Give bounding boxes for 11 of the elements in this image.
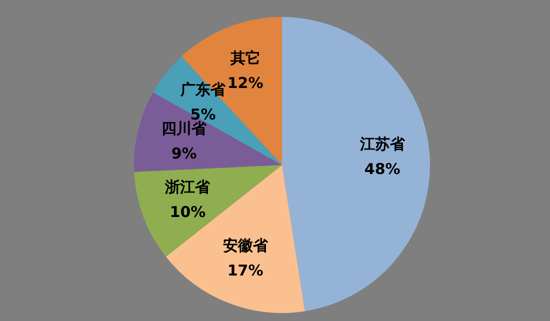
data-label: 48%: [364, 160, 400, 178]
data-label: 17%: [227, 262, 264, 280]
slice-label: 其它: [229, 49, 260, 68]
slice-label: 江苏省: [358, 135, 406, 154]
slice-label: 四川省: [162, 120, 208, 138]
data-label: 12%: [227, 74, 264, 92]
slice-label: 安徽省: [222, 236, 269, 255]
data-label: 10%: [170, 203, 206, 222]
slice-label: 浙江省: [164, 178, 212, 196]
data-label: 9%: [171, 144, 197, 163]
slice-label: 广东省: [180, 80, 227, 98]
